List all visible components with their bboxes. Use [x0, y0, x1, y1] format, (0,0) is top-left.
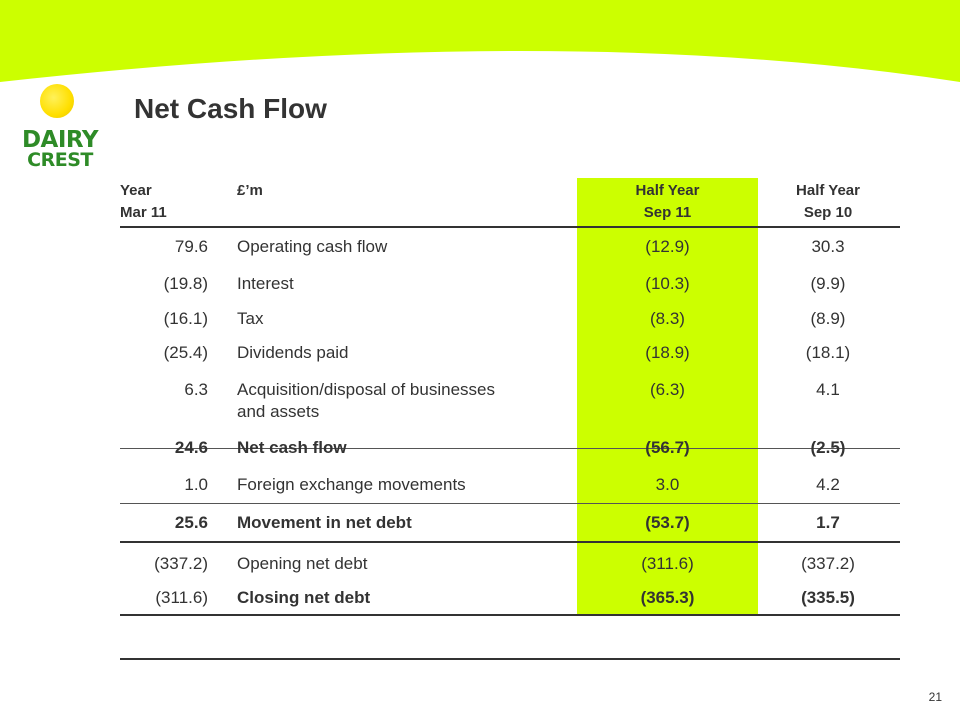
- cell-half-year-sep10: (18.1): [805, 343, 851, 362]
- cell-year: 6.3: [184, 380, 208, 399]
- cell-half-year-sep11: (6.3): [650, 380, 685, 399]
- cell-half-year-sep11: (53.7): [645, 513, 690, 532]
- cell-half-year-sep10: 4.1: [816, 380, 840, 399]
- cell-year: (311.6): [155, 588, 208, 607]
- page-title: Net Cash Flow: [134, 93, 327, 124]
- cell-year: 79.6: [174, 237, 208, 256]
- cell-half-year-sep11: (365.3): [640, 588, 695, 607]
- cell-label: Opening net debt: [237, 554, 368, 573]
- cell-label: Tax: [237, 309, 264, 328]
- logo-text-line1: DAIRY: [21, 127, 99, 153]
- cell-half-year-sep11: 3.0: [655, 475, 680, 494]
- cell-half-year-sep10: 4.2: [816, 475, 840, 494]
- cell-half-year-sep10: (2.5): [810, 438, 846, 457]
- cell-label: Foreign exchange movements: [237, 475, 466, 494]
- cell-year: 24.6: [174, 438, 208, 457]
- row-divider: [120, 503, 900, 504]
- cell-half-year-sep10: (337.2): [801, 554, 855, 573]
- cell-half-year-sep11: (311.6): [641, 554, 694, 573]
- cell-year: (19.8): [163, 274, 208, 293]
- logo-text-line2: CREST: [27, 149, 93, 171]
- cell-label: Movement in net debt: [237, 513, 412, 532]
- header-units: £’m: [237, 182, 263, 199]
- page-number: 21: [928, 690, 942, 704]
- table-bottom-rule: [120, 614, 900, 616]
- cell-year: (25.4): [163, 343, 208, 362]
- cell-half-year-sep10: (8.9): [810, 309, 846, 328]
- row-divider: [120, 541, 900, 543]
- sun-icon: [40, 84, 74, 118]
- cell-half-year-sep10: (335.5): [801, 588, 855, 607]
- cell-half-year-sep11: (12.9): [645, 237, 690, 256]
- cell-label: Closing net debt: [237, 588, 371, 607]
- header-half-year-sep10: Half Year Sep 10: [796, 182, 860, 221]
- dairy-crest-logo: DAIRY CREST: [18, 84, 102, 176]
- cell-label: Net cash flow: [237, 438, 347, 457]
- cell-label: Acquisition/disposal of businesses and a…: [237, 380, 495, 421]
- cell-year: 1.0: [184, 475, 208, 494]
- cell-year: (16.1): [163, 309, 208, 328]
- footer-rule: [120, 658, 900, 660]
- cell-label: Dividends paid: [237, 343, 349, 362]
- header-half-year-sep11: Half Year Sep 11: [635, 182, 700, 221]
- cell-half-year-sep10: (9.9): [810, 274, 846, 293]
- header-banner: [0, 0, 960, 82]
- cell-year: 25.6: [174, 513, 208, 532]
- cell-half-year-sep11: (18.9): [645, 343, 690, 362]
- cell-half-year-sep11: (10.3): [645, 274, 690, 293]
- cell-half-year-sep11: (8.3): [650, 309, 685, 328]
- header-divider: [120, 226, 900, 228]
- header-year-mar11: Year Mar 11: [120, 182, 167, 221]
- cell-label: Interest: [237, 274, 294, 293]
- cell-half-year-sep10: 1.7: [816, 513, 840, 532]
- cell-half-year-sep10: 30.3: [811, 237, 845, 256]
- cell-year: (337.2): [154, 554, 208, 573]
- cell-label: Operating cash flow: [237, 237, 388, 256]
- cell-half-year-sep11: (56.7): [645, 438, 690, 457]
- net-cash-flow-rule: [120, 448, 900, 449]
